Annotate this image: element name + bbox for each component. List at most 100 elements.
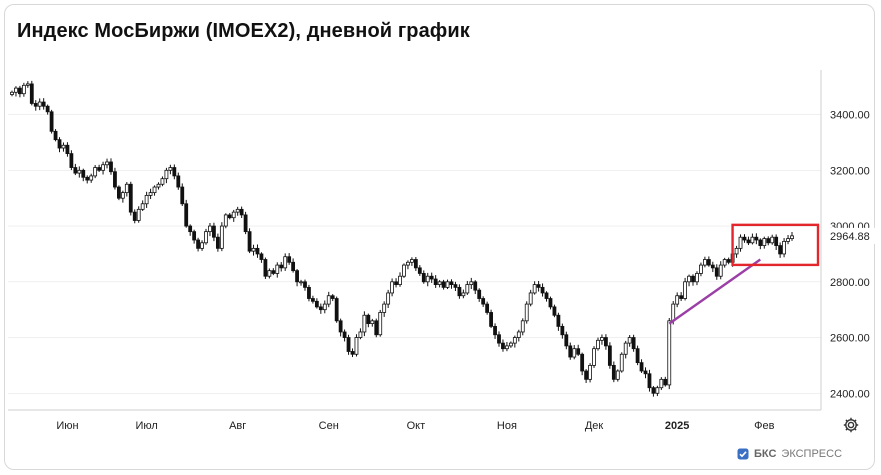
- candle-body: [334, 298, 339, 322]
- candle-body: [10, 91, 14, 95]
- candle-body: [501, 342, 505, 350]
- brand-name-rest: ЭКСПРЕСС: [781, 448, 843, 460]
- candle-body: [421, 273, 426, 283]
- candle-body: [722, 259, 727, 266]
- candle-body: [425, 275, 430, 283]
- candle-body: [667, 320, 672, 386]
- candle-body: [734, 247, 739, 255]
- candle-body: [398, 275, 402, 285]
- candle-body: [283, 256, 288, 269]
- candle-body: [461, 292, 466, 297]
- candle-body: [528, 292, 533, 305]
- candle-body: [188, 225, 193, 233]
- candle-body: [152, 186, 157, 194]
- candle-body: [370, 320, 375, 325]
- candle-body: [338, 320, 343, 333]
- candle-body: [382, 303, 387, 313]
- candle-body: [259, 253, 264, 260]
- candle-body: [49, 111, 54, 132]
- candle-body: [239, 208, 244, 216]
- candle-body: [402, 264, 406, 277]
- highlight-box: [731, 223, 820, 267]
- candle-body: [635, 348, 640, 364]
- candle-body: [390, 281, 395, 294]
- candle-body: [57, 139, 62, 149]
- candle-body: [192, 231, 197, 241]
- y-tick-label: 2400.00: [830, 388, 870, 400]
- candle-body: [477, 289, 482, 299]
- candle-body: [45, 105, 50, 113]
- candle-body: [758, 239, 763, 246]
- brand-name-bold: БКС: [754, 448, 777, 460]
- candle-body: [568, 345, 573, 358]
- candle-body: [406, 261, 410, 266]
- candle-body: [247, 231, 252, 252]
- candle-body: [148, 192, 153, 196]
- candle-body: [208, 225, 212, 233]
- candle-body: [318, 306, 323, 311]
- y-tick-label: 2800.00: [830, 277, 870, 289]
- candle-body: [631, 337, 636, 350]
- candle-body: [168, 167, 173, 171]
- trend-line: [668, 258, 762, 325]
- candle-body: [394, 281, 398, 285]
- candle-body: [683, 281, 687, 299]
- candle-body: [615, 370, 620, 380]
- candle-body: [413, 259, 418, 269]
- candle-body: [643, 370, 648, 375]
- candle-body: [307, 286, 311, 299]
- candle-body: [647, 373, 652, 389]
- candle-body: [53, 130, 58, 141]
- candle-body: [600, 337, 604, 341]
- candle-body: [544, 292, 549, 299]
- gear-icon[interactable]: [842, 416, 860, 434]
- candle-body: [524, 303, 529, 322]
- candle-body: [204, 231, 208, 244]
- candle-body: [714, 267, 719, 277]
- candle-body: [69, 153, 74, 168]
- candle-body: [651, 387, 656, 394]
- candle-body: [449, 281, 454, 285]
- candle-body: [156, 183, 161, 188]
- candle-body: [212, 225, 216, 238]
- candle-body: [61, 144, 66, 149]
- candle-body: [429, 275, 434, 280]
- candle-body: [275, 264, 280, 274]
- candle-body: [180, 186, 185, 205]
- candle-body: [350, 351, 355, 355]
- candle-body: [113, 171, 117, 188]
- candle-body: [219, 225, 224, 249]
- candle-body: [235, 208, 240, 213]
- candle-body: [93, 167, 98, 177]
- candle-body: [366, 314, 371, 325]
- candle-body: [291, 261, 296, 272]
- candle-body: [89, 175, 94, 181]
- candle-body: [326, 295, 331, 305]
- x-tick-label: Дек: [585, 420, 604, 432]
- candle-body: [493, 325, 497, 336]
- candle-body: [485, 303, 490, 313]
- candle-body: [41, 101, 46, 107]
- grid: [8, 114, 821, 394]
- bks-logo-icon: [737, 448, 749, 460]
- candle-body: [117, 186, 121, 199]
- candle-body: [409, 259, 414, 263]
- candle-body: [687, 275, 691, 283]
- brand[interactable]: БКС ЭКСПРЕСС: [737, 446, 842, 462]
- candle-body: [215, 236, 220, 249]
- candle-body: [18, 87, 22, 95]
- candle-body: [611, 365, 616, 380]
- candle-body: [263, 259, 268, 277]
- candle-body: [287, 256, 292, 263]
- candle-body: [29, 83, 34, 104]
- candle-body: [512, 337, 517, 344]
- x-tick-label: Июл: [135, 420, 157, 432]
- candle-body: [299, 281, 303, 284]
- candle-body: [120, 192, 125, 199]
- candle-body: [746, 239, 751, 244]
- candle-body: [540, 286, 545, 294]
- x-tick-label: Окт: [407, 420, 426, 432]
- last-price-label: 2964.88: [823, 227, 875, 244]
- candle-body: [223, 214, 228, 227]
